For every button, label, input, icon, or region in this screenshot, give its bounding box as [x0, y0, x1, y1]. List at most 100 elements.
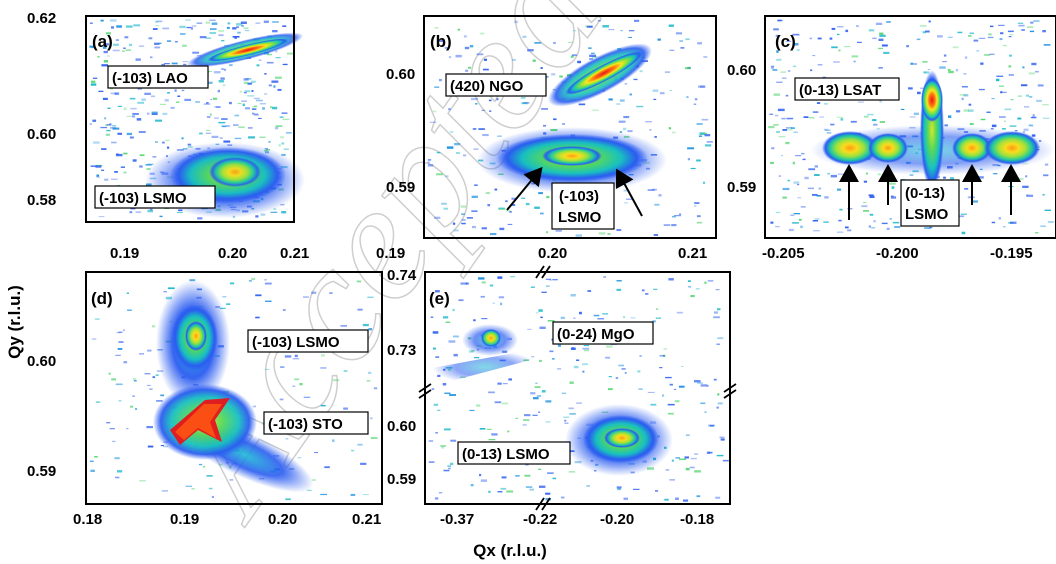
- speckle-point: [147, 445, 154, 448]
- speckle-point: [875, 22, 883, 25]
- speckle-point: [463, 154, 467, 157]
- speckle-point: [655, 490, 659, 492]
- speckle-point: [357, 443, 363, 446]
- speckle-point: [608, 98, 613, 101]
- speckle-point: [883, 51, 890, 54]
- speckle-point: [1009, 34, 1014, 36]
- speckle-point: [219, 137, 223, 139]
- speckle-point: [589, 58, 593, 60]
- speckle-point: [553, 41, 556, 44]
- panel-d-xtick: 0.19: [170, 511, 199, 528]
- speckle-point: [881, 222, 888, 225]
- speckle-point: [151, 111, 158, 114]
- speckle-point: [1026, 194, 1034, 197]
- speckle-point: [460, 205, 466, 208]
- speckle-point: [206, 116, 211, 118]
- speckle-point: [560, 316, 565, 319]
- lsmo-b-label-line2: LSMO: [558, 209, 602, 226]
- speckle-point: [675, 457, 680, 459]
- speckle-point: [149, 388, 153, 390]
- speckle-point: [538, 192, 543, 195]
- speckle-point: [190, 27, 193, 30]
- speckle-point: [471, 195, 478, 198]
- speckle-point: [527, 328, 532, 330]
- speckle-point: [222, 296, 227, 298]
- speckle-point: [478, 277, 485, 280]
- speckle-point: [530, 392, 536, 395]
- mgo-peak: [481, 329, 501, 347]
- speckle-point: [561, 496, 565, 499]
- speckle-point: [468, 66, 472, 69]
- speckle-point: [817, 64, 823, 66]
- speckle-point: [505, 200, 508, 203]
- speckle-point: [115, 383, 123, 386]
- speckle-point: [948, 115, 952, 118]
- speckle-point: [111, 26, 114, 29]
- speckle-point: [678, 213, 682, 215]
- panel-e: (e) 0.74 0.73 0.60 0.59 -0.37 -0.22 -0.2…: [387, 265, 737, 528]
- speckle-point: [667, 412, 674, 415]
- speckle-point: [195, 101, 200, 103]
- speckle-point: [282, 63, 288, 66]
- speckle-point: [597, 20, 601, 22]
- speckle-point: [675, 400, 679, 403]
- speckle-point: [139, 480, 146, 482]
- speckle-point: [569, 381, 574, 384]
- speckle-point: [483, 58, 487, 61]
- speckle-point: [619, 99, 625, 102]
- panel-e-frame: [424, 271, 731, 505]
- speckle-point: [986, 111, 991, 113]
- speckle-point: [868, 29, 875, 32]
- speckle-point: [480, 479, 487, 482]
- speckle-point: [597, 318, 605, 320]
- speckle-point: [107, 55, 110, 57]
- speckle-point: [668, 278, 674, 281]
- speckle-point: [525, 202, 530, 206]
- speckle-point: [271, 80, 279, 83]
- speckle-point: [524, 414, 531, 417]
- speckle-point: [665, 469, 670, 471]
- speckle-point: [1003, 226, 1006, 228]
- speckle-point: [183, 63, 187, 66]
- speckle-point: [676, 311, 683, 314]
- speckle-point: [103, 60, 109, 63]
- speckle-point: [255, 22, 261, 24]
- panel-d-xtick: 0.18: [73, 511, 102, 528]
- panel-a-ytick: 0.58: [27, 192, 56, 209]
- speckle-point: [152, 156, 157, 158]
- speckle-point: [434, 86, 440, 88]
- speckle-point: [179, 25, 186, 29]
- speckle-point: [672, 215, 676, 218]
- speckle-point: [1020, 84, 1028, 87]
- speckle-point: [998, 24, 1005, 26]
- speckle-point: [111, 378, 116, 381]
- speckle-point: [534, 206, 540, 209]
- speckle-point: [707, 280, 714, 282]
- speckle-point: [947, 36, 953, 38]
- speckle-point: [500, 302, 503, 306]
- speckle-point: [150, 95, 155, 98]
- speckle-point: [275, 50, 278, 53]
- speckle-point: [286, 132, 292, 134]
- speckle-point: [900, 108, 905, 110]
- speckle-point: [687, 280, 691, 282]
- speckle-point: [705, 144, 712, 147]
- speckle-point: [461, 219, 466, 221]
- speckle-point: [90, 83, 97, 86]
- speckle-point: [706, 141, 713, 143]
- speckle-point: [139, 154, 145, 157]
- speckle-point: [768, 126, 775, 129]
- speckle-point: [89, 123, 92, 125]
- speckle-point: [453, 229, 459, 232]
- speckle-point: [987, 36, 994, 39]
- speckle-point: [598, 232, 606, 235]
- speckle-point: [869, 195, 875, 198]
- speckle-point: [332, 439, 335, 442]
- speckle-point: [282, 25, 287, 27]
- speckle-point: [439, 39, 443, 42]
- speckle-point: [123, 107, 127, 110]
- speckle-point: [279, 398, 284, 401]
- speckle-point: [490, 233, 497, 236]
- speckle-point: [175, 41, 178, 43]
- speckle-point: [432, 331, 439, 334]
